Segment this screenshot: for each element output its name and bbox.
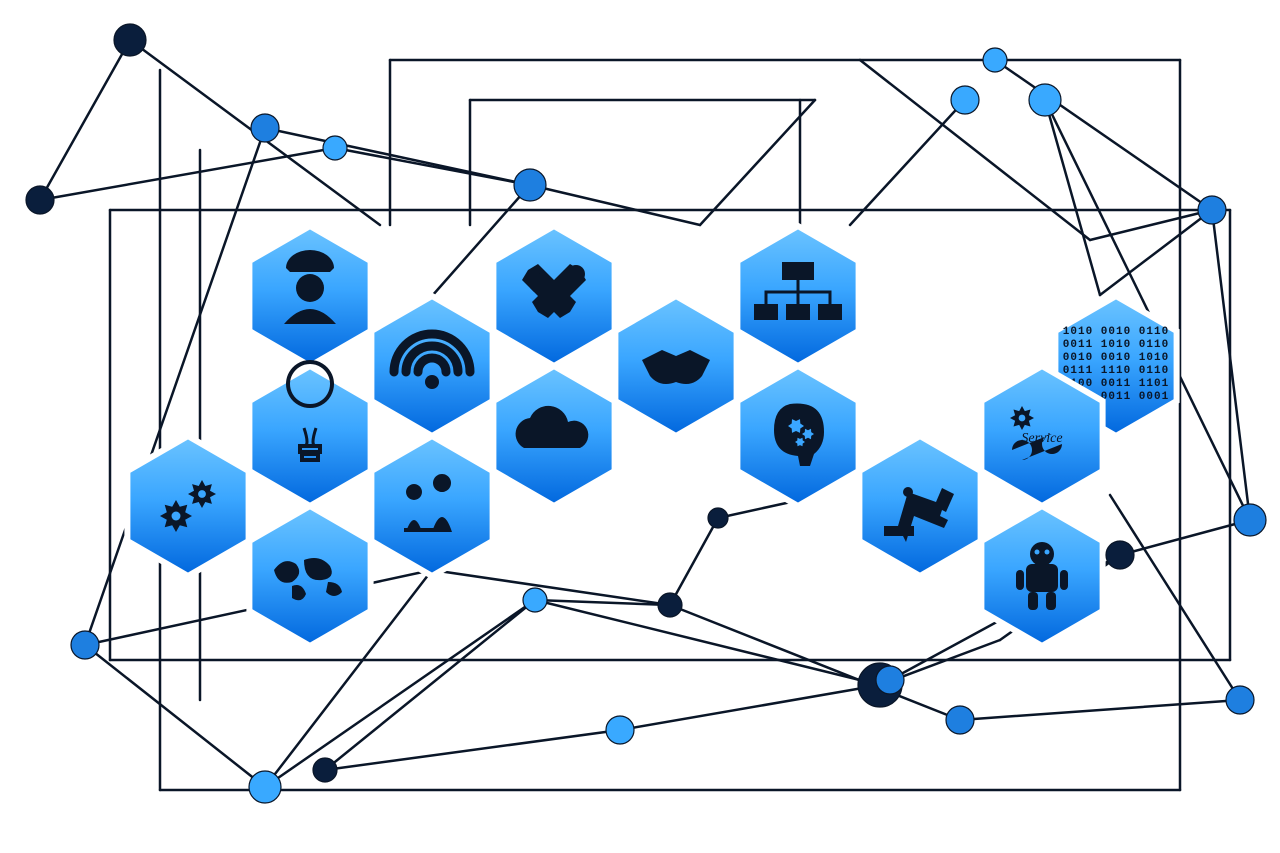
hex-gears	[127, 436, 248, 576]
hex-tools	[493, 226, 614, 366]
network-edge	[335, 148, 530, 185]
hex-worker	[249, 226, 370, 366]
binary-line: 1010 0010 0110	[1063, 326, 1169, 338]
network-edge	[670, 518, 718, 605]
hexagon-cluster: 1010 0010 01100011 1010 01100010 0010 10…	[127, 226, 1176, 646]
hex-bulb	[249, 362, 370, 506]
network-node	[606, 716, 634, 744]
network-node	[26, 186, 54, 214]
hex-people	[371, 436, 492, 576]
hex-brain	[737, 366, 858, 506]
network-edge	[40, 40, 130, 200]
hex-robotarm	[859, 436, 980, 576]
network-edge	[535, 600, 880, 685]
network-edge	[850, 100, 965, 225]
binary-line: 0010 0010 1010	[1063, 352, 1169, 364]
network-node	[951, 86, 979, 114]
network-node	[1106, 541, 1134, 569]
network-edge	[860, 60, 1090, 240]
hex-cloud	[493, 366, 614, 506]
hex-handshake	[615, 296, 736, 436]
network-node	[323, 136, 347, 160]
network-node	[313, 758, 337, 782]
network-edge	[960, 700, 1240, 720]
network-edge	[700, 100, 815, 225]
binary-line: 0011 1010 0110	[1063, 339, 1169, 351]
network-node	[946, 706, 974, 734]
network-node	[708, 508, 728, 528]
hexagon	[249, 366, 370, 506]
hex-wifi	[371, 296, 492, 436]
network-node	[1029, 84, 1061, 116]
hexagon	[371, 296, 492, 436]
network-edge	[670, 605, 960, 720]
network-node	[71, 631, 99, 659]
binary-line: 0111 1110 0110	[1063, 365, 1169, 377]
network-edge	[40, 148, 335, 200]
network-node	[876, 666, 904, 694]
service-label: Service	[1021, 431, 1062, 446]
hex-orgchart	[737, 226, 858, 366]
network-node	[1234, 504, 1266, 536]
hexagon	[371, 436, 492, 576]
network-edge	[325, 600, 535, 770]
network-node	[249, 771, 281, 803]
network-edge	[620, 685, 880, 730]
network-edge	[85, 645, 265, 787]
network-diagram: 1010 0010 01100011 1010 01100010 0010 10…	[0, 0, 1280, 853]
network-edge	[530, 185, 700, 225]
network-edge	[325, 730, 620, 770]
hexagon	[127, 436, 248, 576]
network-node	[251, 114, 279, 142]
network-node	[1198, 196, 1226, 224]
network-node	[514, 169, 546, 201]
network-node	[114, 24, 146, 56]
network-node	[523, 588, 547, 612]
network-edge	[1110, 495, 1240, 700]
hex-robot	[981, 506, 1102, 646]
network-node	[658, 593, 682, 617]
hex-worldmap	[249, 506, 370, 646]
network-node	[983, 48, 1007, 72]
network-node	[1226, 686, 1254, 714]
